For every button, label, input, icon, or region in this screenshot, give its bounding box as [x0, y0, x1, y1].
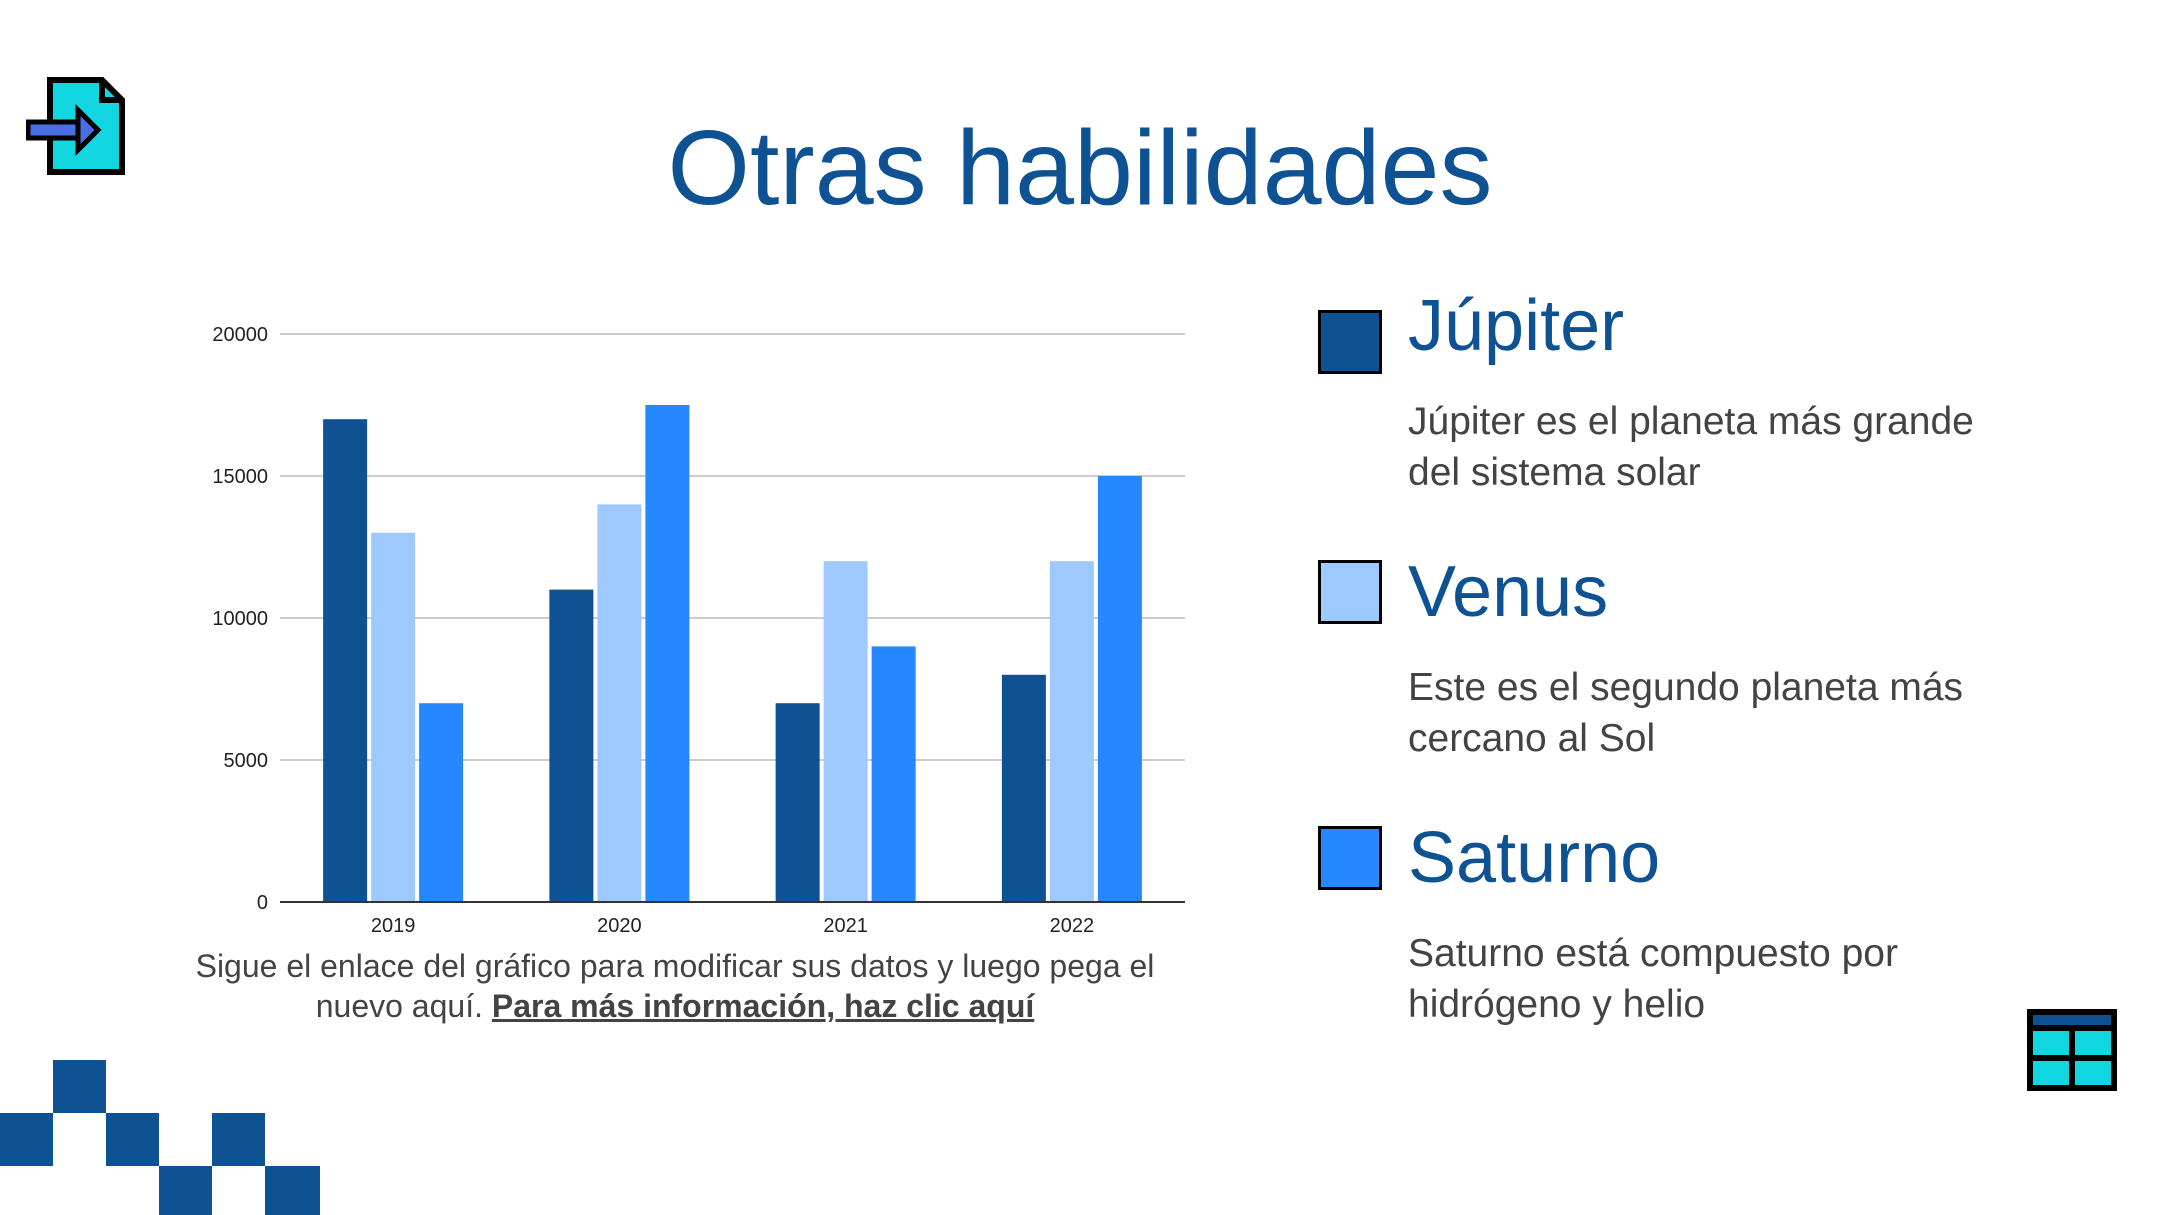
venus-swatch: [1318, 560, 1382, 624]
legend-description: Júpiter es el planeta más grande del sis…: [1408, 400, 1974, 494]
legend-item-saturn: Saturno Saturno está compuesto por hidró…: [1318, 822, 2078, 1042]
x-tick-label: 2020: [597, 915, 642, 937]
saturn-swatch: [1318, 826, 1382, 890]
legend-description: Este es el segundo planeta más cercano a…: [1408, 666, 1964, 760]
legend-item-venus: Venus Este es el segundo planeta más cer…: [1318, 556, 2078, 776]
x-tick-label: 2021: [823, 915, 868, 937]
legend-name: Venus: [1408, 552, 1609, 632]
y-tick-label: 0: [257, 892, 268, 914]
bar-venus-2021: [823, 561, 868, 902]
bar-venus-2020: [597, 504, 642, 902]
bar-saturno-2020: [645, 405, 690, 902]
bar-chart: 0 5000 10000 15000 20000 2019 2020 2021 2022: [212, 324, 1185, 937]
chart-caption: Sigue el enlace del gráfico para modific…: [180, 946, 1170, 1026]
bar-saturno-2022: [1097, 476, 1142, 902]
bar-venus-2022: [1049, 561, 1094, 902]
bar-venus-2019: [371, 532, 416, 902]
y-tick-label: 10000: [212, 608, 268, 630]
bar-saturno-2019: [419, 703, 464, 902]
jupiter-swatch: [1318, 310, 1382, 374]
x-tick-label: 2019: [371, 915, 416, 937]
legend-item-jupiter: Júpiter Júpiter es el planeta más grande…: [1318, 290, 2078, 510]
bar-jupiter-2019: [323, 419, 368, 902]
page-title: Otras habilidades: [667, 109, 1493, 227]
legend-name: Saturno: [1408, 818, 1661, 898]
more-info-link[interactable]: Para más información, haz clic aquí: [491, 988, 1035, 1024]
legend-name: Júpiter: [1408, 286, 1625, 366]
bar-jupiter-2020: [549, 589, 594, 902]
y-tick-label: 15000: [212, 466, 268, 488]
x-tick-label: 2022: [1050, 915, 1095, 937]
y-tick-label: 5000: [224, 750, 269, 772]
y-tick-label: 20000: [212, 324, 268, 346]
legend-description: Saturno está compuesto por hidrógeno y h…: [1408, 932, 1898, 1026]
bar-jupiter-2022: [1001, 674, 1046, 902]
bar-jupiter-2021: [775, 703, 820, 902]
caption-text: Sigue el enlace del gráfico para modific…: [195, 948, 1155, 1024]
bar-saturno-2021: [871, 646, 916, 902]
pixel-decoration: [0, 1060, 320, 1215]
table-icon: [2027, 1009, 2117, 1091]
document-arrow-icon: [26, 77, 125, 175]
